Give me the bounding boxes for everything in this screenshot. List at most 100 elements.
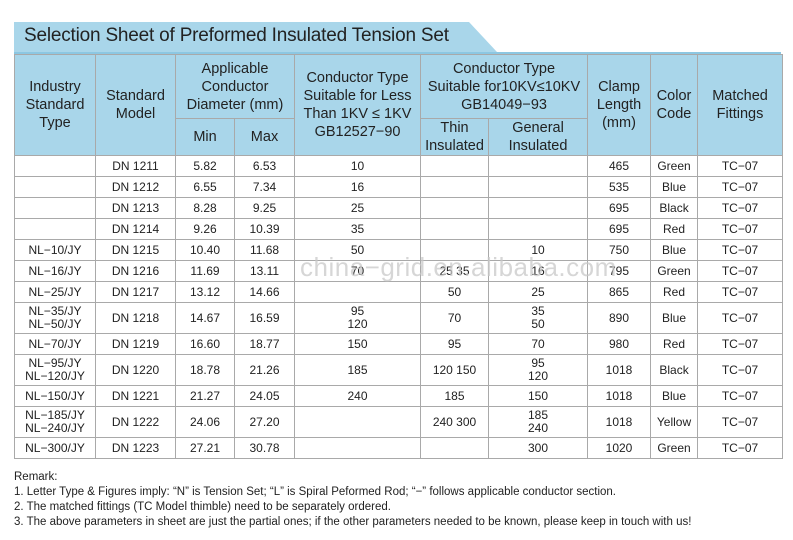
cell-line: 70 xyxy=(531,336,545,351)
header-line: Length xyxy=(596,97,642,113)
cell-general-insulated-section xyxy=(488,176,589,198)
cell-line: 120 xyxy=(528,369,549,383)
header-matched-fittings: Matched Fittings xyxy=(697,54,784,156)
cell-diameter-max: 6.53 xyxy=(233,155,296,177)
cell-line: 16 xyxy=(350,179,365,194)
header-clamp-length: Clamp Length (mm) xyxy=(587,54,652,156)
cell-diameter-min: 18.78 xyxy=(175,354,235,386)
cell-general-insulated-section: 300 xyxy=(488,437,589,459)
header-line: Than 1KV ≤ 1KV xyxy=(303,106,412,122)
cell-line: 150 xyxy=(528,388,549,403)
cell-color-code: Green xyxy=(650,437,699,459)
cell-low-voltage-section: 35 xyxy=(294,218,422,240)
cell-clamp-length: 865 xyxy=(587,281,652,303)
cell-line: 150 xyxy=(347,336,368,351)
cell-clamp-length: 535 xyxy=(587,176,652,198)
cell-line: 120 xyxy=(347,317,368,331)
table-row: NL−25/JY DN 1217 13.12 14.66 50 25 865 Red TC−07 xyxy=(14,281,784,303)
title-banner xyxy=(14,22,497,52)
cell-diameter-max: 11.68 xyxy=(233,239,296,261)
cell-standard-model: DN 1216 xyxy=(95,260,176,282)
cell-line: 240 xyxy=(528,421,549,435)
cell-general-insulated-section: 95 120 xyxy=(488,354,589,386)
cell-color-code: Black xyxy=(650,354,699,386)
remarks: Remark: 1. Letter Type & Figures imply: … xyxy=(14,470,784,530)
cell-industry-type: NL−35/JY NL−50/JY xyxy=(14,302,96,334)
header-line: Insulated xyxy=(425,138,484,154)
cell-color-code: Red xyxy=(650,218,699,240)
table-row: NL−95/JY NL−120/JY DN 1220 18.78 21.26 185 120… xyxy=(14,354,784,386)
cell-diameter-max: 13.11 xyxy=(233,260,296,282)
cell-low-voltage-section: 240 xyxy=(294,385,422,407)
header-line: Applicable xyxy=(201,60,269,77)
cell-line: NL−150/JY xyxy=(25,388,85,403)
cell-color-code: Green xyxy=(650,155,699,177)
cell-line: 70 xyxy=(350,263,365,278)
cell-line: 95 xyxy=(350,304,365,318)
cell-line: 95 xyxy=(447,336,462,351)
cell-diameter-min: 21.27 xyxy=(175,385,235,407)
cell-industry-type: NL−70/JY xyxy=(14,333,96,355)
cell-general-insulated-section: 150 xyxy=(488,385,589,407)
cell-thin-insulated-section xyxy=(420,239,490,261)
cell-general-insulated-section: 185 240 xyxy=(488,406,589,438)
header-line: Suitable for Less xyxy=(303,88,412,104)
cell-thin-insulated-section xyxy=(420,437,490,459)
cell-line: NL−185/JY xyxy=(25,408,85,422)
cell-standard-model: DN 1222 xyxy=(95,406,176,438)
title-divider xyxy=(14,52,781,54)
cell-line: 50 xyxy=(447,284,462,299)
cell-thin-insulated-section: 25 35 xyxy=(420,260,490,282)
cell-diameter-min: 10.40 xyxy=(175,239,235,261)
cell-line: 240 300 xyxy=(432,414,477,429)
cell-low-voltage-section xyxy=(294,406,422,438)
cell-line: 25 xyxy=(531,284,545,299)
cell-matched-fitting: TC−07 xyxy=(697,197,784,219)
header-line: GB14049−93 xyxy=(461,96,547,113)
cell-industry-type: NL−150/JY xyxy=(14,385,96,407)
cell-industry-type: NL−10/JY xyxy=(14,239,96,261)
cell-low-voltage-section: 70 xyxy=(294,260,422,282)
cell-industry-type xyxy=(14,176,96,198)
cell-low-voltage-section: 10 xyxy=(294,155,422,177)
cell-line: 10 xyxy=(531,242,545,257)
cell-thin-insulated-section: 70 xyxy=(420,302,490,334)
cell-thin-insulated-section: 50 xyxy=(420,281,490,303)
cell-diameter-max: 24.05 xyxy=(233,385,296,407)
cell-low-voltage-section: 16 xyxy=(294,176,422,198)
header-line: Fittings xyxy=(716,106,764,122)
cell-general-insulated-section: 16 xyxy=(488,260,589,282)
cell-line: NL−70/JY xyxy=(28,336,82,351)
cell-matched-fitting: TC−07 xyxy=(697,333,784,355)
cell-standard-model: DN 1211 xyxy=(95,155,176,177)
cell-line: 300 xyxy=(528,440,549,455)
table-row: NL−300/JY DN 1223 27.21 30.78 300 1020 Green TC… xyxy=(14,437,784,459)
table-row: DN 1213 8.28 9.25 25 695 Black TC−07 xyxy=(14,197,784,219)
cell-diameter-min: 14.67 xyxy=(175,302,235,334)
cell-diameter-max: 18.77 xyxy=(233,333,296,355)
table-row: NL−70/JY DN 1219 16.60 18.77 150 95 70 980 Red TC… xyxy=(14,333,784,355)
remark-item: 1. Letter Type & Figures imply: “N” is T… xyxy=(14,486,616,498)
cell-clamp-length: 980 xyxy=(587,333,652,355)
cell-clamp-length: 1020 xyxy=(587,437,652,459)
cell-diameter-min: 24.06 xyxy=(175,406,235,438)
page-title: Selection Sheet of Preformed Insulated T… xyxy=(24,25,449,46)
cell-line: 25 xyxy=(350,200,365,215)
header-diameter: Applicable Conductor Diameter (mm) xyxy=(174,54,296,119)
cell-line: NL−16/JY xyxy=(28,263,82,278)
cell-color-code: Red xyxy=(650,333,699,355)
cell-diameter-max: 21.26 xyxy=(233,354,296,386)
cell-matched-fitting: TC−07 xyxy=(697,218,784,240)
cell-line: NL−300/JY xyxy=(25,440,85,455)
cell-general-insulated-section: 70 xyxy=(488,333,589,355)
cell-color-code: Red xyxy=(650,281,699,303)
cell-line: 185 xyxy=(528,408,549,422)
header-line: Color xyxy=(656,88,692,104)
cell-thin-insulated-section xyxy=(420,197,490,219)
cell-matched-fitting: TC−07 xyxy=(697,176,784,198)
cell-low-voltage-section xyxy=(294,437,422,459)
cell-clamp-length: 750 xyxy=(587,239,652,261)
header-line: Insulated xyxy=(508,138,568,154)
cell-matched-fitting: TC−07 xyxy=(697,385,784,407)
cell-standard-model: DN 1213 xyxy=(95,197,176,219)
